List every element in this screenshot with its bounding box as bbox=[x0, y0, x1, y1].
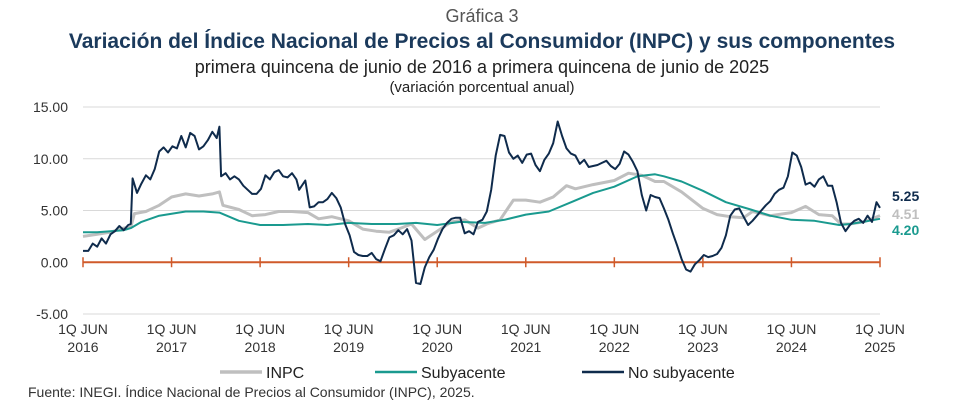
x-tick-label-year: 2025 bbox=[864, 339, 895, 355]
end-labels: 4.514.20 5.25 bbox=[892, 188, 919, 238]
legend-label: INPC bbox=[266, 365, 304, 382]
chart-title: Variación del Índice Nacional de Precios… bbox=[68, 30, 896, 53]
x-tick-label: 1Q JUN bbox=[855, 321, 905, 337]
legend-label: No subyacente bbox=[628, 365, 735, 382]
y-tick-label: 5.00 bbox=[41, 203, 68, 219]
x-tick-label: 1Q JUN bbox=[589, 321, 639, 337]
x-tick-label: 1Q JUN bbox=[501, 321, 551, 337]
end-label-subyacente: 4.20 bbox=[892, 222, 919, 238]
series-line-inpc bbox=[82, 171, 881, 241]
end-label-no-subyacente: 5.25 bbox=[892, 188, 919, 204]
x-tick-label: 1Q JUN bbox=[58, 321, 108, 337]
y-tick-label: 15.00 bbox=[33, 99, 68, 115]
x-tick-label-year: 2016 bbox=[67, 339, 98, 355]
x-tick-label-year: 2023 bbox=[687, 339, 718, 355]
y-tick-label: 10.00 bbox=[33, 151, 68, 167]
end-label-inpc: 4.51 bbox=[892, 206, 919, 222]
y-tick-label: 0.00 bbox=[41, 254, 68, 270]
legend: INPC Subyacente No subyacente bbox=[220, 365, 735, 382]
x-axis: 1Q JUN 2016 1Q JUN 2017 1Q JUN 2018 1Q JUN 2019… bbox=[58, 257, 905, 355]
series-line-subyacente bbox=[83, 173, 881, 234]
x-tick-label-year: 2020 bbox=[422, 339, 453, 355]
legend-item-inpc: INPC bbox=[220, 365, 304, 382]
source-note: Fuente: INEGI. Índice Nacional de Precio… bbox=[28, 384, 475, 400]
x-tick-label: 1Q JUN bbox=[767, 321, 817, 337]
x-tick-label: 1Q JUN bbox=[412, 321, 462, 337]
chart-units-note: (variación porcentual anual) bbox=[389, 79, 575, 96]
legend-item-subyacente: Subyacente bbox=[375, 365, 506, 382]
legend-label: Subyacente bbox=[421, 365, 506, 382]
y-tick-label: -5.00 bbox=[36, 306, 68, 322]
x-tick-label: 1Q JUN bbox=[235, 321, 285, 337]
x-tick-label-year: 2022 bbox=[599, 339, 630, 355]
x-tick-label-year: 2017 bbox=[156, 339, 187, 355]
x-tick-label-year: 2018 bbox=[245, 339, 276, 355]
x-tick-label-year: 2024 bbox=[776, 339, 807, 355]
grid-lines bbox=[83, 106, 880, 315]
x-tick-label: 1Q JUN bbox=[147, 321, 197, 337]
x-tick-label: 1Q JUN bbox=[324, 321, 374, 337]
legend-item-no-subyacente: No subyacente bbox=[582, 365, 735, 382]
series-line-no-subyacente bbox=[83, 120, 881, 285]
y-axis: -5.00 0.00 5.00 10.00 15.00 bbox=[33, 99, 68, 322]
x-tick-label-year: 2021 bbox=[510, 339, 541, 355]
x-tick-label: 1Q JUN bbox=[678, 321, 728, 337]
series-lines bbox=[82, 120, 881, 285]
chart-kicker: Gráfica 3 bbox=[445, 6, 519, 26]
x-tick-label-year: 2019 bbox=[333, 339, 364, 355]
chart-subtitle: primera quincena de junio de 2016 a prim… bbox=[194, 57, 770, 77]
